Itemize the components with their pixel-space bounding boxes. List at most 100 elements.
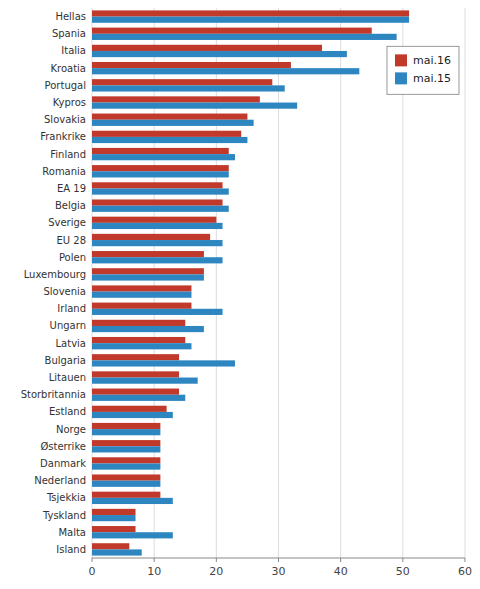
bar <box>92 515 136 521</box>
category-label: Romania <box>42 166 86 177</box>
category-label: Kypros <box>53 97 86 108</box>
category-label: Spania <box>52 28 86 39</box>
bar <box>92 481 160 487</box>
category-label: Danmark <box>40 458 86 469</box>
category-label: Luxembourg <box>24 269 86 280</box>
bar <box>92 62 291 68</box>
bar <box>92 474 160 480</box>
bar <box>92 423 160 429</box>
bar <box>92 526 136 532</box>
category-label: Østerrike <box>40 441 86 452</box>
category-label: EU 28 <box>56 235 86 246</box>
bar <box>92 274 204 280</box>
bar <box>92 154 235 160</box>
bar <box>92 182 223 188</box>
bar <box>92 509 136 515</box>
category-label: Island <box>56 544 86 555</box>
category-label: Italia <box>61 45 86 56</box>
category-label: Kroatia <box>50 63 86 74</box>
legend: mai.16mai.15 <box>387 46 459 94</box>
bar <box>92 532 173 538</box>
bar <box>92 199 223 205</box>
category-label: Tsjekkia <box>46 492 86 503</box>
tick-label: 40 <box>334 565 348 578</box>
grid-line <box>340 8 341 558</box>
category-label: Slovakia <box>44 114 86 125</box>
bar <box>92 378 198 384</box>
category-label: Latvia <box>56 338 86 349</box>
bar <box>92 354 179 360</box>
bar <box>92 79 272 85</box>
category-label: Storbritannia <box>21 389 86 400</box>
bar <box>92 492 160 498</box>
tick-mark <box>216 558 217 562</box>
category-label: Polen <box>59 252 86 263</box>
legend-box <box>387 46 459 94</box>
bar <box>92 371 179 377</box>
grid <box>92 8 465 558</box>
tick-mark <box>154 558 155 562</box>
bar <box>92 171 229 177</box>
bar <box>92 446 160 452</box>
bar <box>92 326 204 332</box>
bar <box>92 257 223 263</box>
category-label: Slovenia <box>43 286 86 297</box>
bar <box>92 498 173 504</box>
tick-mark <box>340 558 341 562</box>
bar <box>92 28 372 34</box>
bar <box>92 217 216 223</box>
tick-label: 50 <box>396 565 410 578</box>
bar <box>92 412 173 418</box>
bar <box>92 395 185 401</box>
bar <box>92 188 229 194</box>
tick-mark <box>402 558 403 562</box>
category-label: Belgia <box>55 200 86 211</box>
category-label: Portugal <box>45 80 86 91</box>
tick-label: 0 <box>89 565 96 578</box>
tick-mark <box>465 558 466 562</box>
bar <box>92 120 254 126</box>
category-label: Irland <box>57 303 86 314</box>
bar <box>92 309 223 315</box>
category-label: EA 19 <box>57 183 86 194</box>
legend-label: mai.15 <box>413 72 451 85</box>
bar <box>92 96 260 102</box>
bar <box>92 103 297 109</box>
bar <box>92 463 160 469</box>
bar <box>92 131 241 137</box>
bar <box>92 148 229 154</box>
bar <box>92 114 247 120</box>
category-label: Hellas <box>55 11 86 22</box>
bar <box>92 389 179 395</box>
x-axis <box>92 558 465 559</box>
tick-label: 10 <box>147 565 161 578</box>
category-label: Estland <box>49 406 86 417</box>
bar <box>92 429 160 435</box>
bar <box>92 320 185 326</box>
category-label: Malta <box>58 527 86 538</box>
bar <box>92 137 247 143</box>
tick-mark <box>278 558 279 562</box>
bar <box>92 543 129 549</box>
chart: 0102030405060HellasSpaniaItaliaKroatiaPo… <box>0 0 480 589</box>
category-label: Finland <box>50 149 86 160</box>
bar <box>92 240 223 246</box>
grid-line <box>465 8 466 558</box>
bars <box>92 10 409 555</box>
bar <box>92 457 160 463</box>
bar <box>92 234 210 240</box>
category-label: Sverige <box>48 217 86 228</box>
bar <box>92 440 160 446</box>
category-label: Litauen <box>49 372 86 383</box>
bar <box>92 360 235 366</box>
tick-label: 30 <box>272 565 286 578</box>
bar <box>92 17 409 23</box>
bar <box>92 45 322 51</box>
bar <box>92 292 191 298</box>
category-label: Bulgaria <box>45 355 86 366</box>
bar <box>92 343 191 349</box>
bar <box>92 251 204 257</box>
bar <box>92 85 285 91</box>
tick-label: 20 <box>209 565 223 578</box>
bar <box>92 223 223 229</box>
